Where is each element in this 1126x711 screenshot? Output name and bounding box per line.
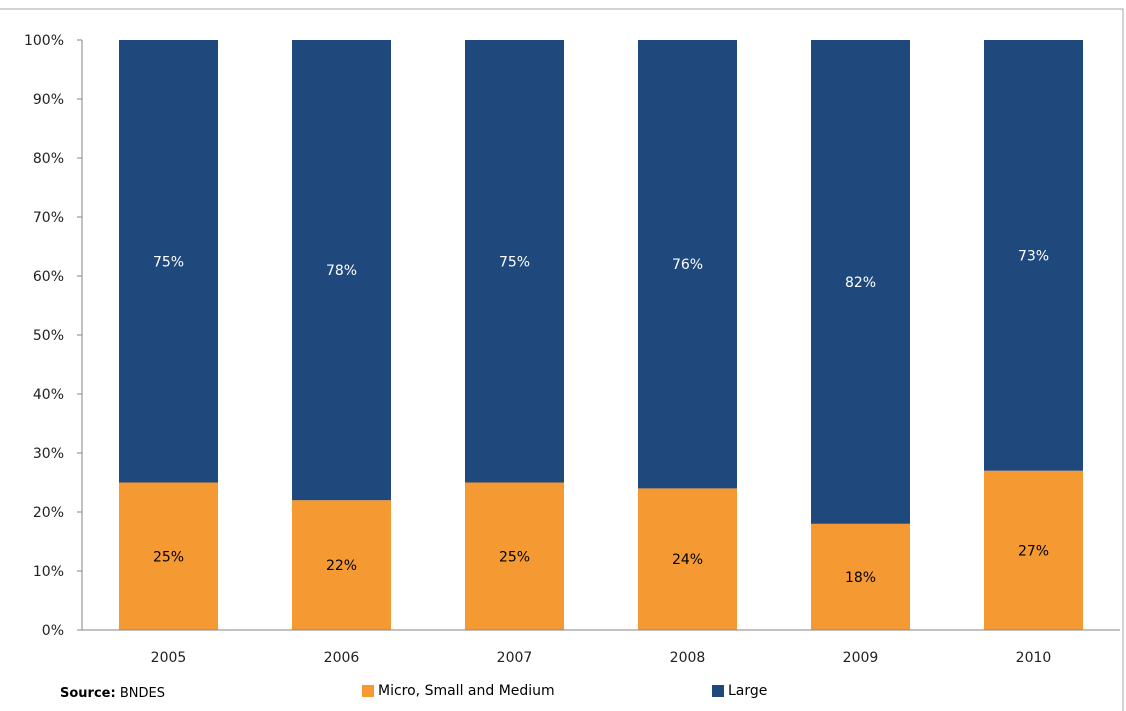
bar-2006-series-0 — [292, 500, 391, 630]
legend-swatch-large — [712, 685, 724, 697]
legend-swatch-micro-small-medium — [362, 685, 374, 697]
data-label-2010-series-1: 73% — [1018, 248, 1049, 264]
data-label-2009-series-0: 18% — [845, 570, 876, 586]
data-label-2009-series-1: 82% — [845, 275, 876, 291]
y-tick-label-0: 0% — [42, 623, 64, 639]
source-label: Source: — [60, 686, 116, 701]
legend-item-micro-small-medium: Micro, Small and Medium — [362, 683, 555, 699]
y-tick-label-4: 40% — [33, 387, 64, 403]
data-label-2006-series-1: 78% — [326, 263, 357, 279]
bar-2009-series-1 — [811, 40, 910, 524]
y-tick-label-3: 30% — [33, 446, 64, 462]
y-tick-label-9: 90% — [33, 92, 64, 108]
x-tick-label-2008: 2008 — [670, 650, 706, 666]
data-label-2008-series-0: 24% — [672, 552, 703, 568]
bar-2008-series-0 — [638, 488, 737, 630]
source-text: BNDES — [119, 686, 165, 701]
x-tick-label-2010: 2010 — [1016, 650, 1052, 666]
legend-label-micro-small-medium: Micro, Small and Medium — [378, 683, 555, 699]
x-tick-label-2009: 2009 — [843, 650, 879, 666]
legend-label-large: Large — [728, 683, 768, 699]
y-tick-label-2: 20% — [33, 505, 64, 521]
y-tick-label-1: 10% — [33, 564, 64, 580]
data-label-2006-series-0: 22% — [326, 558, 357, 574]
x-tick-label-2005: 2005 — [151, 650, 187, 666]
y-tick-label-7: 70% — [33, 210, 64, 226]
data-label-2005-series-1: 75% — [153, 254, 184, 270]
y-tick-label-10: 100% — [24, 33, 64, 49]
x-tick-label-2007: 2007 — [497, 650, 533, 666]
legend: Micro, Small and Medium Large — [0, 683, 1126, 703]
data-label-2010-series-0: 27% — [1018, 543, 1049, 559]
y-tick-label-8: 80% — [33, 151, 64, 167]
x-tick-label-2006: 2006 — [324, 650, 360, 666]
bar-2007-series-0 — [465, 482, 564, 630]
legend-item-large: Large — [712, 683, 767, 699]
bar-2006-series-1 — [292, 40, 391, 501]
bar-2007-series-1 — [465, 40, 564, 483]
data-label-2007-series-1: 75% — [499, 254, 530, 270]
bar-2009-series-0 — [811, 523, 910, 630]
data-label-2007-series-0: 25% — [499, 549, 530, 565]
bar-2005-series-1 — [119, 40, 218, 483]
bar-2010-series-0 — [984, 470, 1083, 630]
data-label-2008-series-1: 76% — [672, 257, 703, 273]
source-note: Source: BNDES — [60, 686, 165, 701]
y-tick-label-6: 60% — [33, 269, 64, 285]
data-label-2005-series-0: 25% — [153, 549, 184, 565]
bar-2010-series-1 — [984, 40, 1083, 471]
chart-border — [0, 8, 1124, 711]
y-tick-label-5: 50% — [33, 328, 64, 344]
bar-2005-series-0 — [119, 482, 218, 630]
bar-2008-series-1 — [638, 40, 737, 489]
